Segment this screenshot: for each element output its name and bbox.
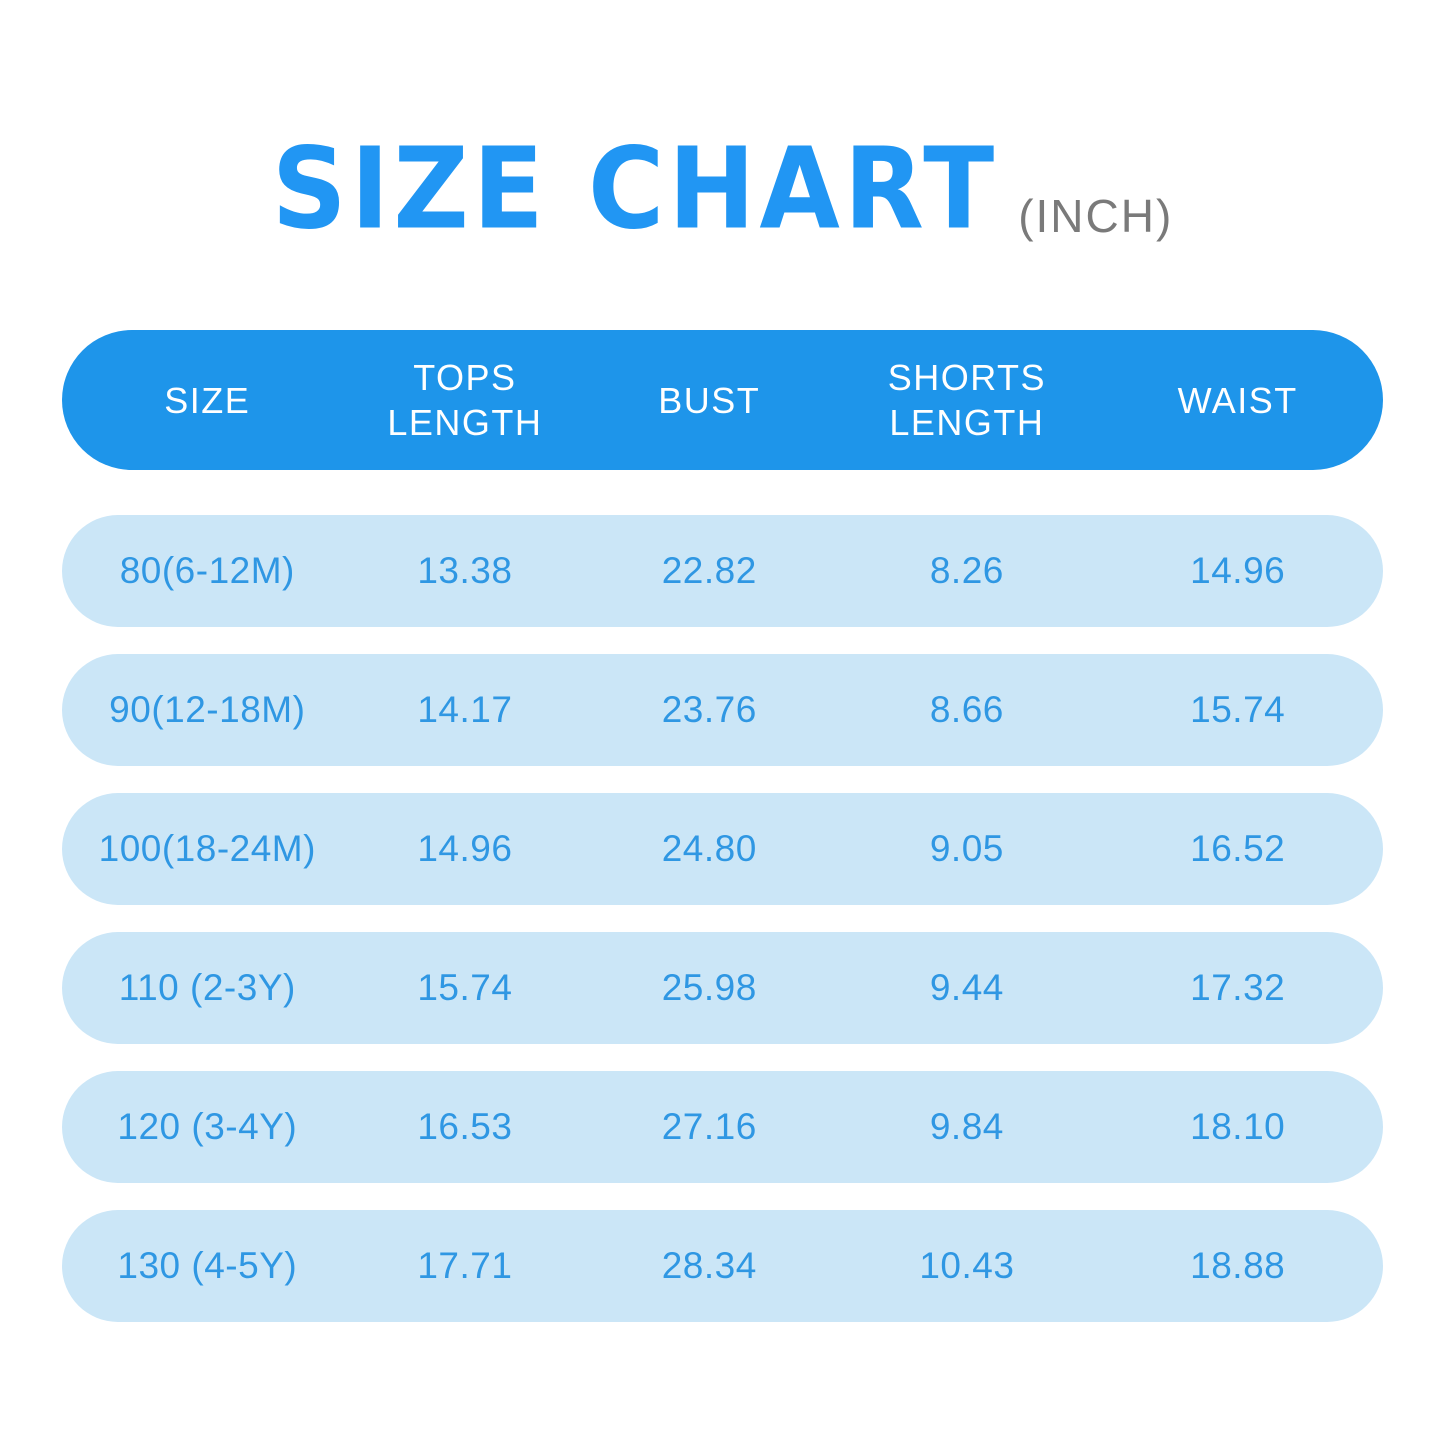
tops-length-cell: 14.17 — [417, 689, 513, 730]
size-cell: 80(6-12M) — [119, 550, 295, 591]
size-cell: 130 (4-5Y) — [117, 1245, 298, 1286]
column-header-size: SIZE — [164, 379, 251, 421]
shorts-length-cell: 10.43 — [919, 1245, 1015, 1286]
table-row: 130 (4-5Y) 17.71 28.34 10.43 18.88 — [62, 1210, 1383, 1322]
waist-cell: 17.32 — [1190, 967, 1286, 1008]
page-title: SIZE CHART (INCH) — [62, 0, 1383, 245]
shorts-length-cell: 9.05 — [929, 828, 1004, 869]
tops-length-cell: 15.74 — [417, 967, 513, 1008]
shorts-length-cell: 8.66 — [929, 689, 1004, 730]
bust-cell: 28.34 — [661, 1245, 757, 1286]
table-row: 100(18-24M) 14.96 24.80 9.05 16.52 — [62, 793, 1383, 905]
waist-cell: 14.96 — [1190, 550, 1286, 591]
bust-cell: 25.98 — [661, 967, 757, 1008]
tops-length-cell: 16.53 — [417, 1106, 513, 1147]
bust-cell: 23.76 — [661, 689, 757, 730]
size-cell: 100(18-24M) — [98, 828, 316, 869]
shorts-length-cell: 9.44 — [929, 967, 1004, 1008]
waist-cell: 18.88 — [1190, 1245, 1286, 1286]
title-text: SIZE CHART — [271, 122, 999, 255]
column-header-waist: WAIST — [1177, 379, 1298, 421]
shorts-length-cell: 8.26 — [929, 550, 1004, 591]
table-row: 80(6-12M) 13.38 22.82 8.26 14.96 — [62, 515, 1383, 627]
waist-cell: 15.74 — [1190, 689, 1286, 730]
shorts-length-cell: 9.84 — [929, 1106, 1004, 1147]
column-header-shorts-length: SHORTS LENGTH — [887, 357, 1047, 443]
title-unit-label: (INCH) — [1018, 190, 1174, 242]
tops-length-cell: 14.96 — [417, 828, 513, 869]
table-header-row: SIZE TOPS LENGTH BUST SHORTS LENGTH WAIS… — [62, 330, 1383, 470]
tops-length-cell: 13.38 — [417, 550, 513, 591]
size-cell: 110 (2-3Y) — [118, 967, 296, 1008]
column-header-tops-length: TOPS LENGTH — [387, 357, 543, 443]
table-row: 120 (3-4Y) 16.53 27.16 9.84 18.10 — [62, 1071, 1383, 1183]
size-cell: 90(12-18M) — [109, 689, 306, 730]
bust-cell: 24.80 — [661, 828, 757, 869]
bust-cell: 22.82 — [661, 550, 757, 591]
column-header-bust: BUST — [658, 379, 761, 421]
table-row: 90(12-18M) 14.17 23.76 8.66 15.74 — [62, 654, 1383, 766]
bust-cell: 27.16 — [661, 1106, 757, 1147]
size-cell: 120 (3-4Y) — [117, 1106, 298, 1147]
tops-length-cell: 17.71 — [417, 1245, 513, 1286]
waist-cell: 18.10 — [1190, 1106, 1286, 1147]
waist-cell: 16.52 — [1190, 828, 1286, 869]
table-row: 110 (2-3Y) 15.74 25.98 9.44 17.32 — [62, 932, 1383, 1044]
